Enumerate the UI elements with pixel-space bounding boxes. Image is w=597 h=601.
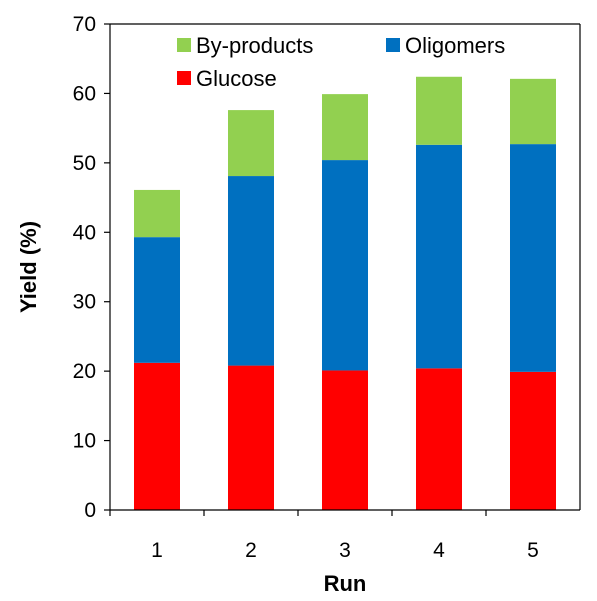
y-tick-label: 70 xyxy=(73,13,96,36)
y-tick-label: 40 xyxy=(73,221,96,244)
bar-segment-oligomers-run-1 xyxy=(134,237,180,363)
legend-swatch-oligomers xyxy=(386,38,400,52)
bars-layer xyxy=(134,76,556,510)
axes-layer xyxy=(109,23,581,511)
y-tick-label: 0 xyxy=(84,499,96,522)
y-tick-label: 30 xyxy=(73,291,96,314)
y-tick-label: 10 xyxy=(73,430,96,453)
legend-swatch-by-products xyxy=(177,38,191,52)
x-tick-label: 3 xyxy=(339,539,351,562)
legend-label-oligomers: Oligomers xyxy=(405,33,505,58)
x-axis-title: Run xyxy=(324,571,367,596)
bar-segment-glucose-run-4 xyxy=(416,368,462,510)
bar-segment-by-products-run-1 xyxy=(134,189,180,238)
y-tick-label: 50 xyxy=(73,152,96,175)
bar-segment-by-products-run-5 xyxy=(510,78,556,145)
x-ticks: 1 2 3 4 5 xyxy=(109,510,539,562)
x-tick-label: 1 xyxy=(151,539,163,562)
legend-label-glucose: Glucose xyxy=(196,66,277,91)
bar-segment-glucose-run-2 xyxy=(228,365,274,510)
y-axis-title: Yield (%) xyxy=(16,221,41,313)
legend-label-by-products: By-products xyxy=(196,33,313,58)
bar-segment-glucose-run-5 xyxy=(510,371,556,510)
bar-segment-oligomers-run-5 xyxy=(510,144,556,372)
bar-segment-glucose-run-3 xyxy=(322,370,368,510)
legend-swatch-glucose xyxy=(177,71,191,85)
bar-segment-glucose-run-1 xyxy=(134,362,180,510)
x-tick-label: 4 xyxy=(433,539,445,562)
x-tick-label: 5 xyxy=(527,539,539,562)
bar-segment-oligomers-run-2 xyxy=(228,176,274,366)
bar-segment-oligomers-run-3 xyxy=(322,160,368,371)
bar-segment-by-products-run-2 xyxy=(228,110,274,177)
y-tick-label: 20 xyxy=(73,360,96,383)
y-ticks: 0 10 20 30 40 50 60 70 xyxy=(73,13,110,522)
bar-segment-oligomers-run-4 xyxy=(416,144,462,369)
bar-segment-by-products-run-4 xyxy=(416,76,462,145)
x-tick-label: 2 xyxy=(245,539,257,562)
legend: By-products Oligomers Glucose xyxy=(177,33,505,91)
bar-segment-by-products-run-3 xyxy=(322,94,368,161)
y-tick-label: 60 xyxy=(73,82,96,105)
